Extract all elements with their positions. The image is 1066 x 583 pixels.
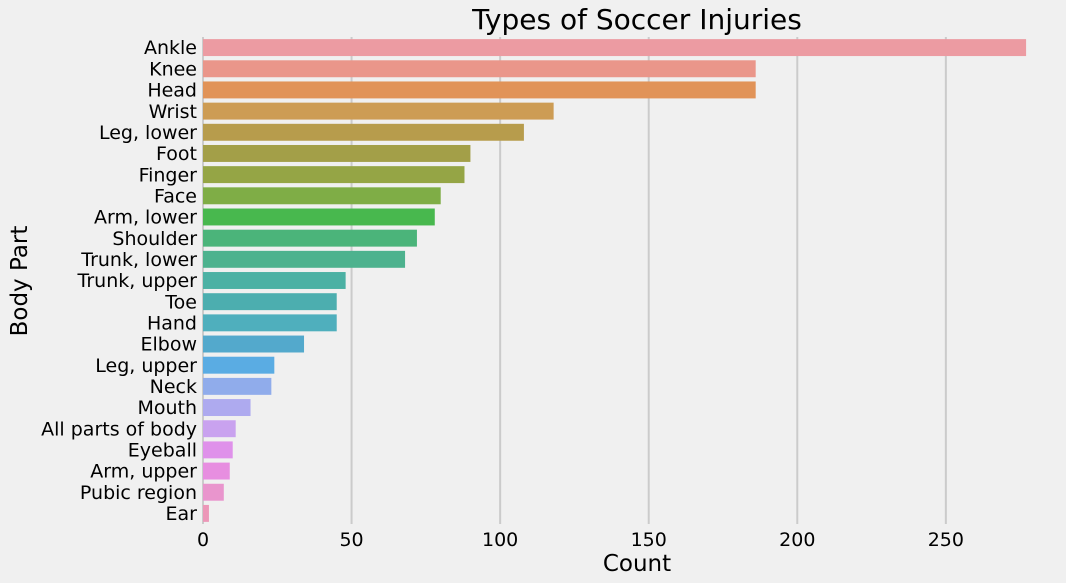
bar-trunk-upper <box>203 272 346 289</box>
x-tick-label: 100 <box>482 529 518 551</box>
x-tick-label: 200 <box>779 529 815 551</box>
category-label: Face <box>154 185 197 207</box>
bar-knee <box>203 60 756 78</box>
category-label: Toe <box>164 291 197 313</box>
bar-face <box>203 187 441 205</box>
bar-ankle <box>203 39 1027 57</box>
bars <box>203 39 1027 522</box>
bar-trunk-lower <box>203 250 406 268</box>
bar-eyeball <box>203 441 233 459</box>
category-label: Hand <box>147 312 197 334</box>
category-label: Head <box>147 80 197 102</box>
x-tick-label: 150 <box>631 529 667 551</box>
bar-arm-upper <box>203 462 230 480</box>
category-label: Neck <box>150 376 197 398</box>
bar-pubic-region <box>203 483 224 501</box>
bar-shoulder <box>203 229 417 247</box>
category-label: Pubic region <box>80 482 197 504</box>
bar-wrist <box>203 102 554 120</box>
category-label: Finger <box>139 164 198 186</box>
category-label: Ankle <box>144 37 197 59</box>
bar-all-parts-of-body <box>203 420 236 438</box>
category-label: Elbow <box>140 334 197 356</box>
category-label: Trunk, upper <box>77 270 198 292</box>
category-label: Shoulder <box>112 228 197 250</box>
category-label: Eyeball <box>128 440 197 462</box>
x-tick-labels: 0 50 100 150 200 250 <box>197 529 964 551</box>
category-label: Foot <box>156 143 197 165</box>
x-tick-label: 0 <box>197 529 209 551</box>
category-label: Arm, lower <box>94 207 197 229</box>
category-label: Trunk, lower <box>80 249 197 271</box>
bar-head <box>203 81 756 99</box>
category-label: Leg, upper <box>95 355 197 377</box>
category-label: Leg, lower <box>99 122 197 144</box>
bar-neck <box>203 377 272 395</box>
bar-finger <box>203 166 465 184</box>
category-label: Arm, upper <box>90 461 197 483</box>
category-label: Knee <box>149 58 197 80</box>
bar-mouth <box>203 399 251 417</box>
bar-arm-lower <box>203 208 435 226</box>
bar-elbow <box>203 335 305 353</box>
x-tick-label: 250 <box>928 529 964 551</box>
category-label: Ear <box>166 503 198 525</box>
bar-leg-upper <box>203 356 275 374</box>
bar-toe <box>203 293 337 311</box>
bar-ear <box>203 504 209 522</box>
y-axis-title: Body Part <box>7 226 33 337</box>
x-axis-title: Count <box>603 551 671 577</box>
bar-leg-lower <box>203 123 524 141</box>
category-label: Wrist <box>149 101 197 123</box>
x-tick-label: 50 <box>339 529 363 551</box>
bar-foot <box>203 144 471 162</box>
category-label: Mouth <box>137 397 197 419</box>
bar-hand <box>203 314 337 332</box>
chart-title: Types of Soccer Injuries <box>471 3 802 36</box>
category-label: All parts of body <box>41 418 197 440</box>
